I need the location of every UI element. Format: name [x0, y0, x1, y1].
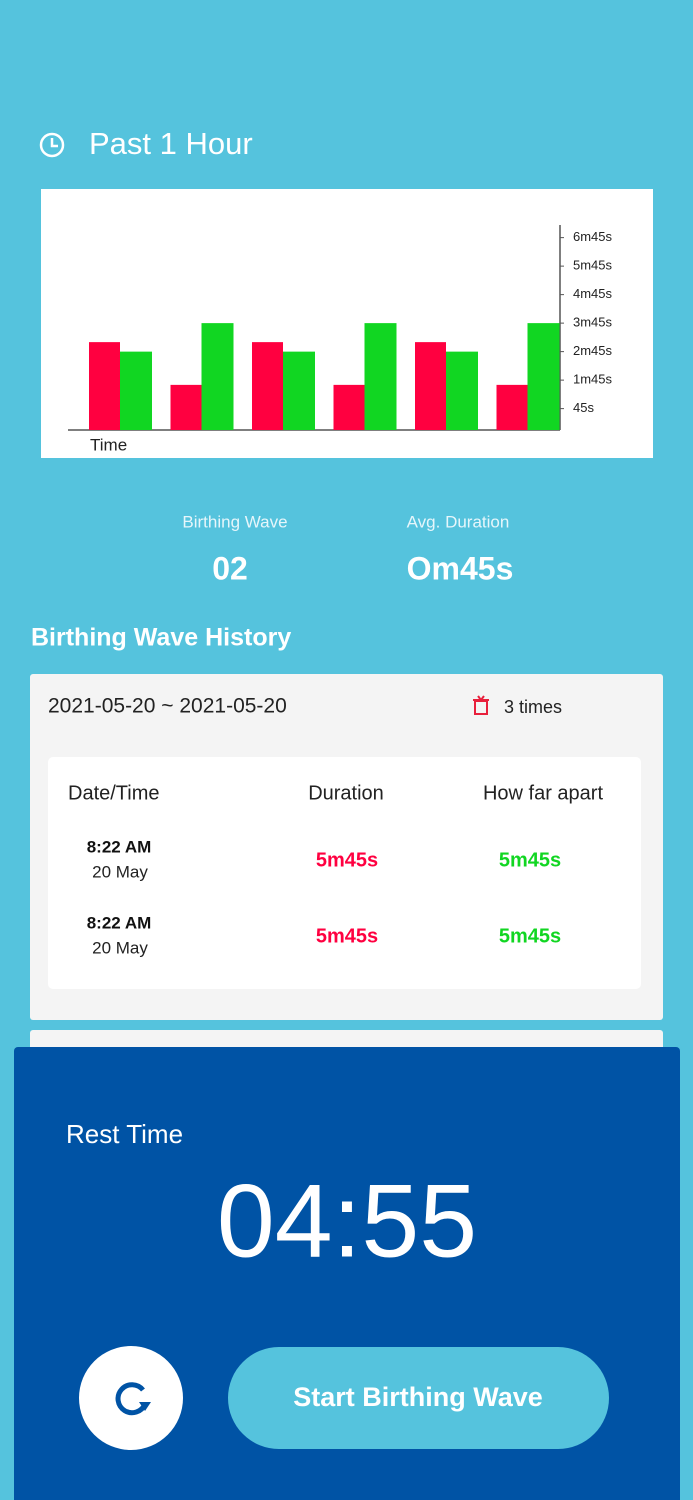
- header-title: Past 1 Hour: [89, 126, 253, 161]
- y-tick-label: 5m45s: [573, 258, 613, 273]
- bar: [120, 351, 152, 430]
- bar: [446, 351, 478, 430]
- timer-value: 04:55: [217, 1163, 477, 1279]
- bar: [364, 323, 397, 430]
- bar: [333, 384, 365, 430]
- bar: [283, 351, 315, 430]
- x-axis-label: Time: [90, 435, 127, 454]
- count: 3 times: [504, 697, 562, 717]
- y-tick-label: 6m45s: [573, 229, 613, 244]
- y-tick-label: 2m45s: [573, 343, 613, 358]
- section-title: Birthing Wave History: [31, 624, 291, 652]
- row-date: 20 May: [92, 938, 148, 957]
- y-tick-label: 45s: [573, 400, 594, 415]
- row-apart: 5m45s: [499, 925, 561, 947]
- bar: [201, 323, 234, 430]
- stat-label: Birthing Wave: [182, 512, 287, 531]
- bar: [527, 323, 560, 430]
- stat-value: 02: [212, 550, 248, 586]
- date-range: 2021-05-20 ~ 2021-05-20: [48, 695, 287, 718]
- row-time: 8:22 AM: [87, 837, 152, 856]
- bar: [252, 342, 283, 430]
- row-time: 8:22 AM: [87, 913, 152, 932]
- column-header: Duration: [308, 782, 384, 804]
- reset-button[interactable]: [79, 1346, 183, 1450]
- start-button[interactable]: Start Birthing Wave: [228, 1347, 609, 1449]
- chart: Time 45s 1m45s 2m45s 3m45s 4m45s 5m45s 6m45s: [68, 225, 613, 454]
- button-label: Start Birthing Wave: [293, 1382, 543, 1412]
- stat-value: Om45s: [407, 550, 514, 586]
- y-tick-label: 3m45s: [573, 315, 613, 330]
- column-header: Date/Time: [68, 782, 160, 804]
- row-duration: 5m45s: [316, 925, 378, 947]
- row-date: 20 May: [92, 862, 148, 881]
- count-icon: [473, 695, 489, 715]
- history-table: [48, 757, 641, 989]
- row-apart: 5m45s: [499, 849, 561, 871]
- y-tick-label: 1m45s: [573, 372, 613, 387]
- bar: [89, 342, 120, 430]
- clock-icon: [39, 132, 65, 158]
- bar: [496, 384, 528, 430]
- bar: [415, 342, 446, 430]
- y-tick-label: 4m45s: [573, 286, 613, 301]
- stat-label: Avg. Duration: [407, 512, 510, 531]
- timer-label: Rest Time: [66, 1119, 183, 1149]
- row-duration: 5m45s: [316, 849, 378, 871]
- history-rows: 8:22 AM 20 May 5m45s 5m45s 8:22 AM 20 May 5m45…: [87, 837, 561, 957]
- column-header: How far apart: [483, 782, 603, 804]
- bar: [170, 384, 202, 430]
